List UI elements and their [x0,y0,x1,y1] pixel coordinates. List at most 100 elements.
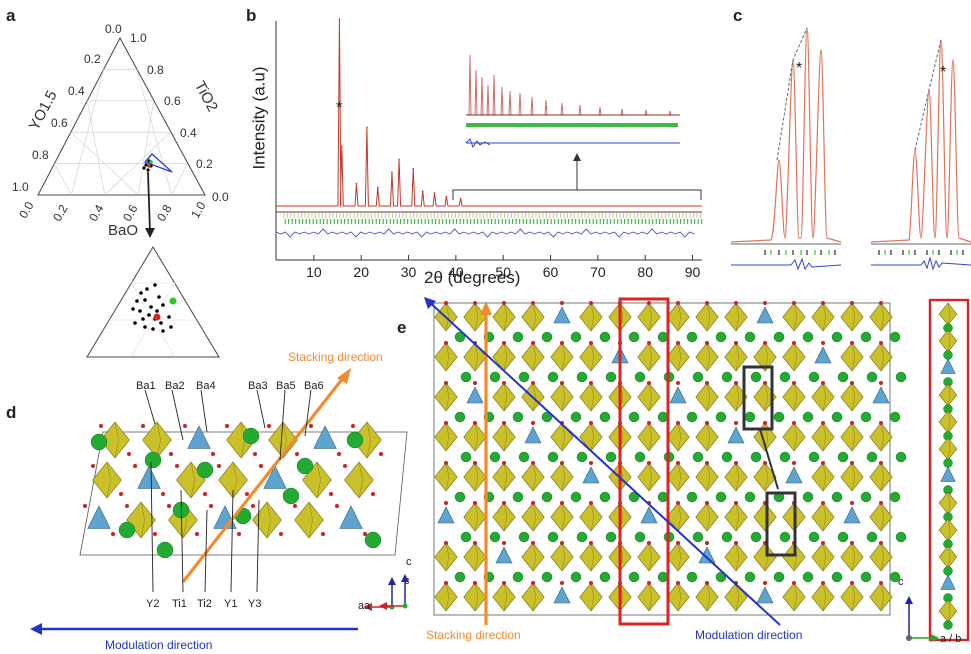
oxygen-atom [792,581,796,585]
octahedron [869,462,893,492]
barium-atom [831,411,843,423]
octahedron-edge [445,462,450,492]
octahedron-edge [648,422,653,452]
tetrahedron [437,506,455,524]
octahedron [695,462,719,492]
ternary-diagram [37,36,206,238]
oxygen-atom [560,501,564,505]
octahedron [142,421,172,459]
barium-atom [628,411,640,423]
peak-point [412,167,415,170]
oxygen-atom [279,532,283,536]
octahedron [938,491,958,515]
octahedron [753,502,777,532]
octahedron-edge [648,302,653,332]
octahedron-edge [561,382,566,412]
oxygen-atom [119,492,123,496]
barium-atom [460,371,472,383]
octahedron-edge [648,382,653,412]
oxygen-atom [444,341,448,345]
tetrahedron [814,346,832,364]
oxygen-atom [792,301,796,305]
oxygen-atom [705,541,709,545]
octahedron-edge [677,302,682,332]
octahedron-edge [590,342,595,372]
octahedron [344,461,374,499]
octahedron [666,462,690,492]
octahedron-edge [822,582,827,612]
oxygen-atom [676,341,680,345]
oxygen-atom [473,541,477,545]
octahedron [782,342,806,372]
octahedron-edge [445,342,450,372]
oxygen-atom [211,452,215,456]
octahedron-edge [445,382,450,412]
oxygen-atom [444,581,448,585]
octahedron-edge [947,302,951,326]
octahedron [666,542,690,572]
barium-atom [744,491,756,503]
octahedron [811,422,835,452]
barium-atom [802,331,814,343]
octahedron-edge [445,542,450,572]
oxygen-atom [676,581,680,585]
octahedron [724,502,748,532]
x-tick-label: 10 [306,264,322,280]
oxygen-atom [792,461,796,465]
tetrahedron [313,425,337,449]
oxygen-atom [763,421,767,425]
left-tick-5: 1.0 [12,180,29,194]
oxygen-atom [850,461,854,465]
barium-atom [547,451,559,463]
oxygen-atom [792,341,796,345]
octahedron [782,302,806,332]
oxygen-atom [444,421,448,425]
octahedron [521,462,545,492]
barium-atom [750,531,762,543]
barium-atom [541,331,553,343]
octahedron-edge [532,302,537,332]
label-ba1: Ba1 [136,380,156,392]
barium-atom [750,371,762,383]
oxygen-atom [161,492,165,496]
oxygen-atom [502,341,506,345]
barium-atom [518,531,530,543]
octahedron-edge [677,422,682,452]
right-tick-0: 1.0 [130,31,147,45]
octahedron-edge [880,342,885,372]
octahedron-edge [735,542,740,572]
barium-atom [547,531,559,543]
octahedron-edge [532,542,537,572]
oxygen-atom [734,541,738,545]
octahedron-edge [851,302,856,332]
octahedron-edge [677,542,682,572]
octahedron-edge [474,502,479,532]
octahedron-edge [793,302,798,332]
peak-point [340,145,343,147]
oxygen-atom [153,532,157,536]
octahedron [579,382,603,412]
octahedron [782,422,806,452]
oxygen-atom [850,501,854,505]
label-ba3: Ba3 [248,380,268,392]
octahedron [695,502,719,532]
barium-atom [196,461,214,479]
octahedron-edge [677,582,682,612]
octahedron [869,542,893,572]
panel-letter-c: c [733,6,743,25]
octahedron [724,542,748,572]
octahedron [579,582,603,612]
oxygen-atom [293,504,297,508]
octahedron [434,422,458,452]
oxygen-atom [295,452,299,456]
tetrahedron [872,386,890,404]
octahedron-edge [706,342,711,372]
barium-atom [242,427,260,445]
barium-atom [634,531,646,543]
octahedron-edge [735,502,740,532]
oxygen-atom [589,501,593,505]
octahedron-edge [851,342,856,372]
oxygen-atom [850,301,854,305]
oxygen-atom [763,381,767,385]
barium-atom [779,371,791,383]
